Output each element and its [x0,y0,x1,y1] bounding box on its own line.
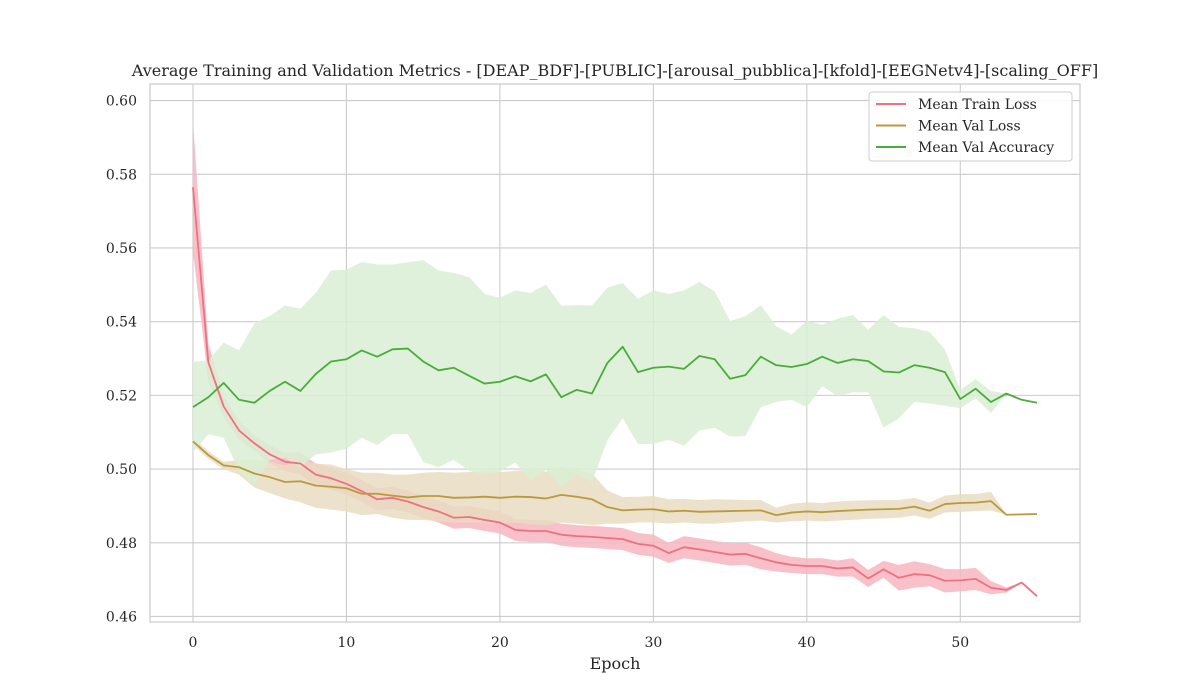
y-tick-label: 0.60 [106,94,137,110]
y-tick-label: 0.48 [106,536,137,552]
y-tick-label: 0.54 [106,315,137,331]
x-tick-label: 0 [189,635,198,651]
mean-train-loss-line [192,187,1038,597]
plot-frame [149,83,1081,623]
legend-label: Mean Val Accuracy [918,140,1054,156]
legend-label: Mean Val Loss [918,119,1021,135]
x-tick-label: 50 [951,635,969,651]
y-tick-label: 0.46 [106,609,137,625]
confidence-bands [192,120,1038,597]
mean-val-loss-band [192,437,1038,526]
x-tick-label: 10 [338,635,356,651]
y-tick-label: 0.50 [106,462,137,478]
y-tick-label: 0.58 [106,167,137,183]
x-tick-label: 30 [644,635,662,651]
x-axis-title: Epoch [590,654,641,673]
legend-label: Mean Train Loss [918,97,1037,113]
legend: Mean Train Loss Mean Val Loss Mean Val Acc… [868,91,1073,162]
y-tick-label: 0.56 [106,241,137,257]
legend-box [868,91,1073,162]
series-lines [192,187,1038,597]
mean-val-accuracy-band [192,260,1038,488]
x-tick-label: 20 [491,635,509,651]
chart-title: Average Training and Validation Metrics … [131,61,1098,80]
legend-entries: Mean Train Loss Mean Val Loss Mean Val Acc… [876,97,1054,156]
x-tick-label: 40 [798,635,816,651]
x-tick-labels: 0 10 20 30 40 50 [189,635,970,651]
y-tick-labels: 0.46 0.48 0.50 0.52 0.54 0.56 0.58 0.60 [106,94,137,626]
mean-val-accuracy-line [192,345,1038,408]
y-tick-label: 0.52 [106,388,137,404]
mean-val-loss-line [192,440,1038,517]
